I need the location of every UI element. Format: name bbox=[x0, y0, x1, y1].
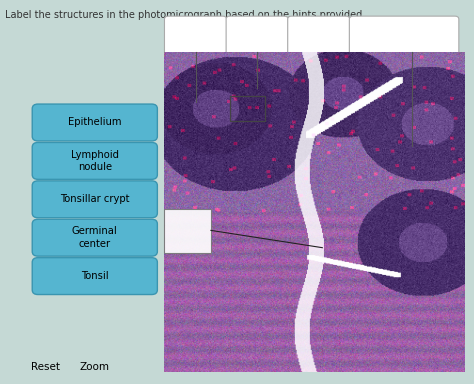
Text: Tonsillar crypt: Tonsillar crypt bbox=[60, 194, 129, 204]
FancyBboxPatch shape bbox=[32, 104, 157, 141]
FancyBboxPatch shape bbox=[32, 142, 157, 179]
Bar bbox=[164, 209, 211, 253]
Text: Label the structures in the photomicrograph based on the hints provided.: Label the structures in the photomicrogr… bbox=[5, 10, 365, 20]
Text: Tonsil: Tonsil bbox=[81, 271, 109, 281]
Text: Reset: Reset bbox=[30, 362, 60, 372]
FancyBboxPatch shape bbox=[164, 16, 227, 55]
FancyBboxPatch shape bbox=[32, 219, 157, 256]
FancyBboxPatch shape bbox=[288, 16, 350, 55]
FancyBboxPatch shape bbox=[226, 16, 288, 55]
Bar bbox=[230, 96, 265, 121]
Text: Germinal
center: Germinal center bbox=[72, 227, 118, 249]
FancyBboxPatch shape bbox=[32, 258, 157, 295]
FancyBboxPatch shape bbox=[349, 16, 459, 55]
Text: Zoom: Zoom bbox=[80, 362, 110, 372]
Text: Epithelium: Epithelium bbox=[68, 118, 121, 127]
FancyBboxPatch shape bbox=[32, 181, 157, 218]
Text: Lymphoid
nodule: Lymphoid nodule bbox=[71, 150, 119, 172]
